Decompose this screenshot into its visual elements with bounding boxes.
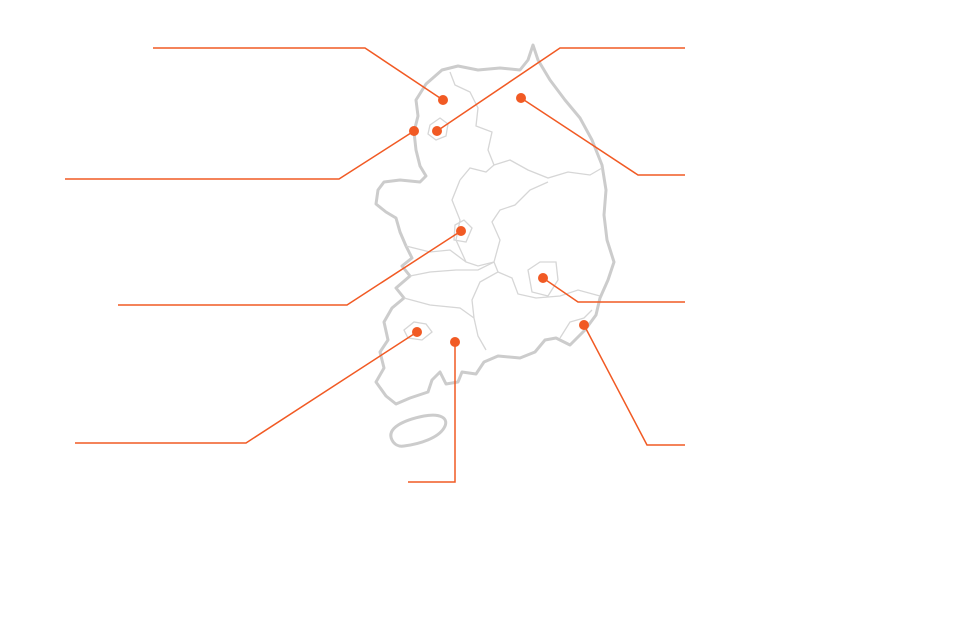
location-marker-icon[interactable] xyxy=(412,327,422,337)
location-marker-icon[interactable] xyxy=(450,337,460,347)
callout-line xyxy=(408,342,456,483)
callout-line xyxy=(542,277,685,303)
location-marker-icon[interactable] xyxy=(432,126,442,136)
location-marker-icon[interactable] xyxy=(438,95,448,105)
callout-line xyxy=(520,97,685,176)
location-marker-icon[interactable] xyxy=(409,126,419,136)
border-busan-ulsan xyxy=(559,309,593,339)
border-gyeongbuk-gyeongnam xyxy=(497,271,601,299)
jeju-island xyxy=(389,413,448,448)
callout-line xyxy=(65,130,415,180)
callout-line xyxy=(75,331,418,444)
province-borders xyxy=(403,71,603,351)
border-gyeonggi-gangwon xyxy=(449,71,495,181)
location-marker-icon[interactable] xyxy=(456,226,466,236)
mainland-outline xyxy=(374,43,616,406)
location-marker-icon[interactable] xyxy=(538,273,548,283)
callout-lines xyxy=(65,47,685,483)
callout-line xyxy=(118,230,462,306)
location-markers xyxy=(409,93,589,347)
callout-line xyxy=(436,47,685,132)
border-seoul xyxy=(427,117,449,141)
border-chungbuk xyxy=(493,159,603,179)
location-marker-icon[interactable] xyxy=(579,320,589,330)
border-daegu xyxy=(527,261,559,297)
callout-line xyxy=(583,324,685,446)
location-marker-icon[interactable] xyxy=(516,93,526,103)
callout-line xyxy=(153,47,444,101)
border-daejeon xyxy=(453,219,473,243)
landmass xyxy=(374,43,616,448)
